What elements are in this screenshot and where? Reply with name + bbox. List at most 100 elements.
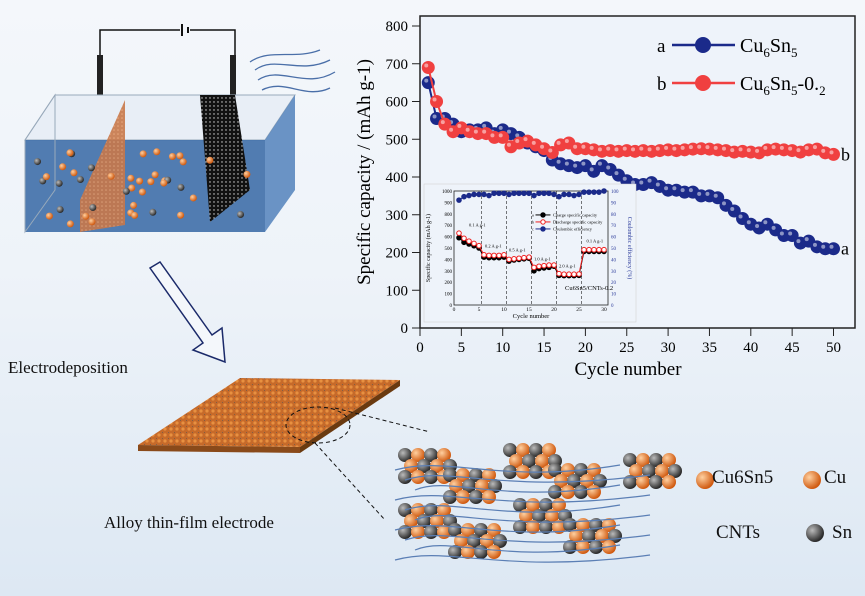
alloy-particle xyxy=(404,514,418,528)
inset-point-c xyxy=(586,189,592,195)
point-highlight xyxy=(432,97,437,102)
inset-point-c xyxy=(601,188,607,194)
legend-sn-label: Sn xyxy=(832,522,853,543)
point-highlight xyxy=(680,188,685,193)
legend-label: Cu6​Sn5​ xyxy=(740,35,797,60)
point-highlight xyxy=(556,159,561,164)
point-highlight xyxy=(457,123,462,128)
inset-x-tick-label: 5 xyxy=(478,307,481,313)
legend-alloy-label: Cu6Sn5 xyxy=(712,467,774,488)
alloy-particle xyxy=(629,464,643,478)
inset-point-c xyxy=(491,190,497,197)
point-highlight xyxy=(432,114,437,119)
cu-particle xyxy=(149,208,157,216)
inset-point-c xyxy=(466,192,472,199)
inset-y2-title: Coulombic efficiency (%) xyxy=(626,217,633,280)
inset-legend-label: Coulombic efficiency xyxy=(553,226,593,231)
y-tick-label: 200 xyxy=(386,246,409,262)
inset-point-c xyxy=(546,190,552,197)
alloy-particle xyxy=(424,470,438,484)
cnt-strand xyxy=(404,504,621,513)
alloy-particle xyxy=(548,463,562,477)
alloy-particle xyxy=(649,475,663,489)
inset-x-tick-label: 10 xyxy=(501,307,507,313)
point-highlight xyxy=(779,145,784,150)
point-highlight xyxy=(804,237,809,242)
cu-particle xyxy=(122,187,130,195)
point-highlight xyxy=(597,147,602,152)
inset-point-b xyxy=(536,263,542,270)
inset-point-b xyxy=(541,262,547,269)
point-highlight xyxy=(606,146,611,151)
point-highlight xyxy=(796,239,801,244)
inset-point-c xyxy=(576,191,582,198)
inset-legend-marker xyxy=(540,226,546,232)
cu-particle xyxy=(138,188,146,196)
point-highlight xyxy=(465,127,470,132)
inset-point-b xyxy=(486,252,492,259)
inset-point-b xyxy=(526,254,532,260)
point-highlight xyxy=(680,145,685,150)
inset-point-b xyxy=(461,235,467,242)
point-highlight xyxy=(614,171,619,176)
data-point-a xyxy=(827,242,840,256)
inset-point-c xyxy=(596,189,602,195)
legend-sn-icon xyxy=(806,524,824,542)
point-highlight xyxy=(697,144,702,149)
legend-tag: a xyxy=(657,36,666,57)
inset-point-b xyxy=(481,252,487,258)
cnt-strand xyxy=(414,514,651,523)
cnt-strands-icon xyxy=(249,49,336,93)
inset-y-tick-label: 200 xyxy=(445,281,453,286)
point-highlight xyxy=(573,163,578,168)
cu-particle xyxy=(168,152,176,160)
electrodeposition-label: Electrodeposition xyxy=(8,358,128,377)
inset-point-c xyxy=(471,191,477,198)
inset-point-c xyxy=(536,190,542,197)
point-highlight xyxy=(482,123,487,128)
sn-particle xyxy=(107,172,115,180)
alloy-particle xyxy=(561,463,575,477)
alloy-particle xyxy=(642,464,656,478)
point-highlight xyxy=(713,193,718,198)
cnt-strand xyxy=(394,494,651,503)
y-tick-label: 700 xyxy=(386,57,409,73)
point-highlight xyxy=(490,133,495,138)
point-highlight xyxy=(647,147,652,152)
point-highlight xyxy=(606,165,611,170)
inset-x-tick-label: 30 xyxy=(601,307,607,313)
inset-y2-tick-label: 60 xyxy=(611,236,617,241)
point-highlight xyxy=(771,225,776,230)
inset-x-tick-label: 25 xyxy=(576,307,582,313)
point-highlight xyxy=(738,214,743,219)
alloy-particle xyxy=(636,475,650,489)
point-highlight xyxy=(705,145,710,150)
cu-particle xyxy=(82,212,90,220)
alloy-particle xyxy=(461,523,475,537)
cu-particle xyxy=(45,212,53,220)
alloy-particle xyxy=(398,448,412,462)
cnt-strand xyxy=(394,524,621,533)
sn-particle xyxy=(136,177,144,185)
point-highlight xyxy=(540,144,545,149)
inset-point-b xyxy=(491,252,497,259)
alloy-particle xyxy=(474,523,488,537)
inset-point-c xyxy=(476,191,482,198)
inset-point-c xyxy=(511,190,517,197)
point-highlight xyxy=(424,63,429,68)
cu-particle xyxy=(88,218,96,226)
inset-point-b xyxy=(456,230,462,236)
rate-label: 0.5 A g-1 xyxy=(509,248,526,253)
alloy-particle xyxy=(636,453,650,467)
cu-particle xyxy=(189,194,197,202)
point-highlight xyxy=(721,146,726,151)
cu-particle xyxy=(55,179,63,187)
point-highlight xyxy=(556,140,561,145)
inset-y-tick-label: 1000 xyxy=(442,190,453,195)
inset-point-b xyxy=(531,264,537,271)
cu-particle xyxy=(153,148,161,156)
point-highlight xyxy=(639,180,644,185)
point-highlight xyxy=(622,176,627,181)
inset-point-b xyxy=(471,240,477,247)
alloy-particle xyxy=(552,520,566,534)
